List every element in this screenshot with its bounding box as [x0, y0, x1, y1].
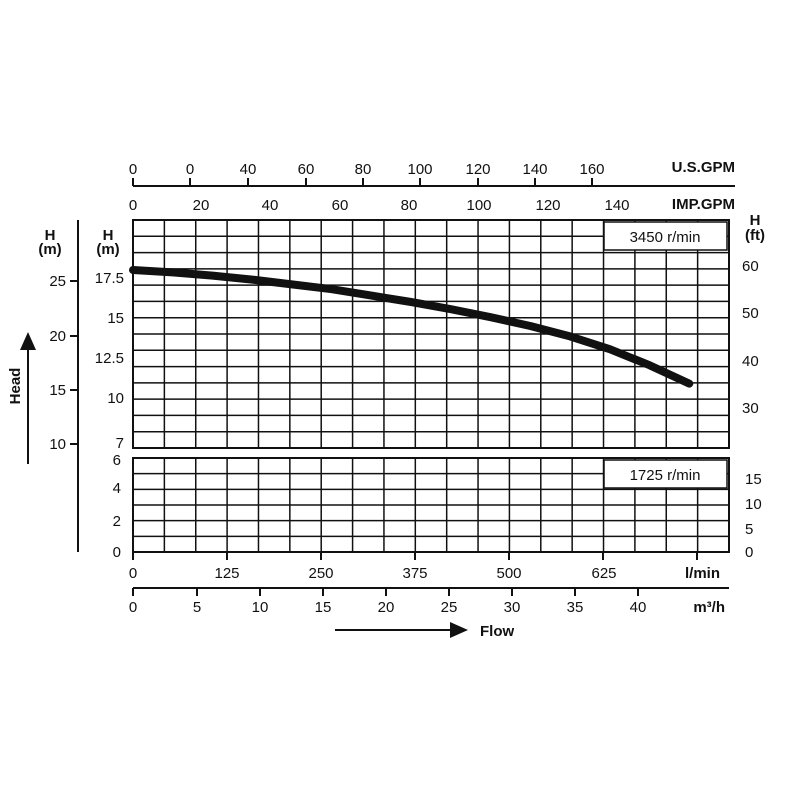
right-tick-label: 30: [742, 400, 759, 417]
head-curve-3450: [129, 266, 694, 388]
impgpm-tick-label: 140: [604, 197, 629, 214]
lpm-unit: l/min: [685, 565, 720, 582]
lower-left-ticks: 6 4 2 0: [113, 452, 121, 561]
lower-right-tick-label: 5: [745, 521, 753, 538]
impgpm-tick-label: 120: [535, 197, 560, 214]
upper-panel: 3450 r/min: [129, 219, 730, 449]
right-axis-label-unit: (ft): [745, 227, 765, 244]
left-outer-tick-label: 20: [49, 328, 66, 345]
lower-left-tick-label: 4: [113, 480, 121, 497]
left-inner-axis: H (m) 17.5 15 12.5 10 7 6 4 2 0: [95, 227, 124, 561]
left-inner-tick-label: 12.5: [95, 350, 124, 367]
left-inner-tick-label: 15: [107, 310, 124, 327]
usgpm-tick-label: 140: [522, 161, 547, 178]
m3h-tick-label: 30: [504, 599, 521, 616]
impgpm-tick-label: 100: [466, 197, 491, 214]
usgpm-tick-label: 160: [579, 161, 604, 178]
head-arrow-head: [20, 332, 36, 350]
lpm-tick-label: 125: [214, 565, 239, 582]
upper-speed-label: 3450 r/min: [630, 229, 701, 246]
lower-speed-box: [603, 459, 728, 489]
upper-panel-frame: [132, 219, 730, 449]
usgpm-tick-label: 40: [240, 161, 257, 178]
left-inner-axis-label-unit: (m): [96, 241, 119, 258]
usgpm-tick-label: 80: [355, 161, 372, 178]
left-outer-axis-label-h: H: [45, 227, 56, 244]
left-inner-tick-label: 7: [116, 435, 124, 452]
left-outer-tick-label: 15: [49, 382, 66, 399]
right-ticks: 60 50 40 30: [742, 258, 759, 417]
lower-left-tick-label: 6: [113, 452, 121, 469]
left-inner-axis-label-h: H: [103, 227, 114, 244]
upper-grid: [133, 220, 729, 448]
left-outer-tick-label: 25: [49, 273, 66, 290]
left-inner-ticks: 17.5 15 12.5 10 7: [95, 270, 124, 452]
lower-right-tick-label: 15: [745, 471, 762, 488]
lower-right-tick-label: 10: [745, 496, 762, 513]
usgpm-tick-label: 100: [407, 161, 432, 178]
m3h-tick-label: 0: [129, 599, 137, 616]
lower-right-ticks: 15 10 5 0: [745, 471, 762, 561]
left-outer-tick-label: 10: [49, 436, 66, 453]
left-inner-tick-label: 17.5: [95, 270, 124, 287]
upper-speed-box: [603, 221, 728, 251]
m3h-tick-label: 15: [315, 599, 332, 616]
usgpm-tick-label: 120: [465, 161, 490, 178]
m3h-tick-label: 40: [630, 599, 647, 616]
usgpm-tick-label: 0: [186, 161, 194, 178]
m3h-ticks: 0 5 10 15 20 25 30 35 40: [129, 588, 647, 616]
impgpm-tick-label: 0: [129, 197, 137, 214]
m3h-unit: m³/h: [693, 599, 725, 616]
usgpm-tick-label: 60: [298, 161, 315, 178]
flow-arrow-head: [450, 622, 468, 638]
lpm-tick-label: 625: [591, 565, 616, 582]
usgpm-tick-label: 0: [129, 161, 137, 178]
lower-panel-frame: [132, 457, 730, 553]
right-tick-label: 50: [742, 305, 759, 322]
flow-label: Flow: [480, 623, 514, 640]
impgpm-tick-label: 20: [193, 197, 210, 214]
left-outer-axis: H (m) 25 20 15 10: [38, 220, 79, 552]
impgpm-tick-label: 40: [262, 197, 279, 214]
impgpm-tick-label: 60: [332, 197, 349, 214]
m3h-tick-label: 20: [378, 599, 395, 616]
lpm-tick-label: 375: [402, 565, 427, 582]
lower-speed-label: 1725 r/min: [630, 467, 701, 484]
head-arrow: Head: [7, 332, 36, 464]
lower-grid: [133, 458, 729, 552]
right-tick-label: 60: [742, 258, 759, 275]
impgpm-axis: 0 20 40 60 80 100 120 140 IMP.GPM: [129, 196, 735, 214]
lpm-axis: 0 125 250 375 500 625 l/min: [129, 552, 729, 589]
m3h-tick-label: 25: [441, 599, 458, 616]
m3h-tick-label: 5: [193, 599, 201, 616]
right-axis-label-h: H: [750, 212, 761, 229]
lpm-tick-label: 500: [496, 565, 521, 582]
left-outer-ticks: 25 20 15 10: [49, 273, 78, 453]
lower-panel: 1725 r/min: [132, 457, 730, 553]
impgpm-unit: IMP.GPM: [672, 196, 735, 213]
left-outer-axis-label-unit: (m): [38, 241, 61, 258]
lower-left-tick-label: 0: [113, 544, 121, 561]
lpm-tick-label: 250: [308, 565, 333, 582]
usgpm-axis: 0 0 40 60 80 100 120 140 160 U.S.GPM: [129, 159, 735, 187]
left-inner-tick-label: 10: [107, 390, 124, 407]
impgpm-ticks: 0 20 40 60 80 100 120 140: [129, 197, 630, 214]
m3h-axis: 0 5 10 15 20 25 30 35 40 m³/h: [129, 588, 725, 616]
m3h-tick-label: 35: [567, 599, 584, 616]
impgpm-tick-label: 80: [401, 197, 418, 214]
head-label: Head: [7, 368, 24, 405]
lpm-ticks: 0 125 250 375 500 625: [129, 552, 698, 582]
lower-right-tick-label: 0: [745, 544, 753, 561]
m3h-tick-label: 10: [252, 599, 269, 616]
flow-arrow: Flow: [335, 622, 514, 640]
lpm-tick-label: 0: [129, 565, 137, 582]
usgpm-ticks: 0 0 40 60 80 100 120 140 160: [129, 161, 605, 186]
right-tick-label: 40: [742, 353, 759, 370]
usgpm-unit: U.S.GPM: [672, 159, 735, 176]
lower-left-tick-label: 2: [113, 513, 121, 530]
